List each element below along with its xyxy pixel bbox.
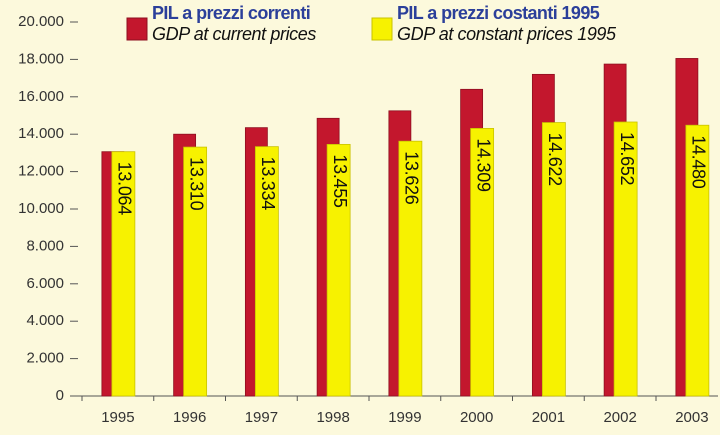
x-tick-label: 2003 <box>675 409 708 426</box>
y-tick-label: 14.000 <box>18 125 64 142</box>
value-label: 13.626 <box>402 151 422 205</box>
y-tick-label: 8.000 <box>26 237 64 254</box>
legend-label: PIL a prezzi costanti 1995 <box>397 3 600 23</box>
x-tick-label: 1997 <box>245 409 278 426</box>
legend-sublabel: GDP at current prices <box>152 24 316 44</box>
legend-sublabel: GDP at constant prices 1995 <box>397 24 617 44</box>
x-tick-label: 2000 <box>460 409 493 426</box>
bar <box>326 143 351 397</box>
bar <box>470 128 495 397</box>
value-label: 13.064 <box>115 162 135 216</box>
y-tick-label: 6.000 <box>26 275 64 292</box>
x-tick-label: 2002 <box>603 409 636 426</box>
x-tick-label: 1999 <box>388 409 421 426</box>
bar <box>183 146 208 397</box>
value-label: 13.310 <box>186 157 206 211</box>
x-tick-label: 1998 <box>316 409 349 426</box>
y-tick-label: 20.000 <box>18 13 64 30</box>
bar <box>398 140 423 397</box>
y-tick-label: 18.000 <box>18 50 64 67</box>
value-label: 14.652 <box>617 132 637 186</box>
legend-swatch <box>371 17 393 41</box>
bar <box>254 146 279 397</box>
legend-label: PIL a prezzi correnti <box>152 3 310 23</box>
bar <box>541 122 566 397</box>
y-tick-label: 10.000 <box>18 200 64 217</box>
x-tick-label: 2001 <box>532 409 565 426</box>
bar <box>685 124 710 397</box>
bar <box>111 151 136 397</box>
value-label: 13.455 <box>330 154 350 208</box>
value-label: 14.480 <box>689 135 709 189</box>
y-tick-label: 2.000 <box>26 350 64 367</box>
y-tick-label: 0 <box>56 387 64 404</box>
bar <box>613 121 638 397</box>
value-label: 14.309 <box>473 138 493 192</box>
x-tick-label: 1995 <box>101 409 134 426</box>
y-tick-label: 4.000 <box>26 312 64 329</box>
legend-swatch <box>126 17 148 41</box>
x-tick-label: 1996 <box>173 409 206 426</box>
value-label: 13.334 <box>258 157 278 211</box>
value-label: 14.622 <box>545 133 565 187</box>
y-tick-label: 12.000 <box>18 163 64 180</box>
y-tick-label: 16.000 <box>18 88 64 105</box>
